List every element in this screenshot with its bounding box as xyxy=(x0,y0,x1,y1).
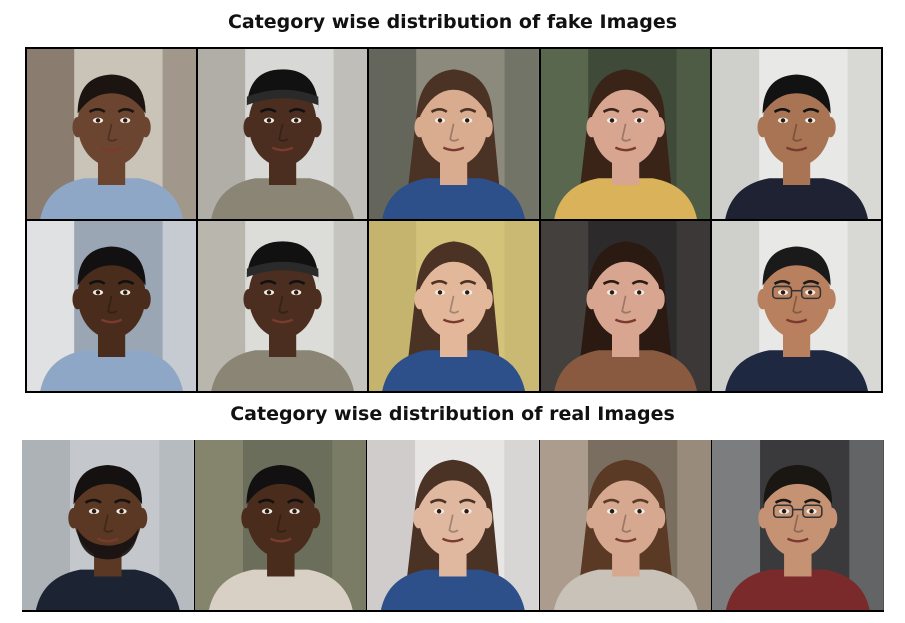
fake-face-5-portrait xyxy=(711,49,881,219)
fake-face-6-portrait xyxy=(27,221,197,391)
fake-face-7-portrait xyxy=(198,221,368,391)
real-face-3 xyxy=(367,440,539,610)
fake-face-3-portrait xyxy=(369,49,539,219)
fake-face-4-portrait xyxy=(540,49,710,219)
fake-face-8-portrait xyxy=(369,221,539,391)
real-face-4 xyxy=(539,440,712,610)
fake-images-grid xyxy=(25,47,883,393)
fake-face-6 xyxy=(27,221,197,391)
real-face-2-portrait xyxy=(194,440,367,610)
real-face-1 xyxy=(22,440,194,610)
real-face-2 xyxy=(194,440,367,610)
fake-face-8 xyxy=(369,221,539,391)
real-face-4-portrait xyxy=(539,440,712,610)
fake-face-2-portrait xyxy=(198,49,368,219)
fake-face-9 xyxy=(540,221,710,391)
fake-face-4 xyxy=(540,49,710,219)
fake-face-10-portrait xyxy=(711,221,881,391)
fake-face-7 xyxy=(198,221,368,391)
real-face-1-portrait xyxy=(22,440,194,610)
fake-face-2 xyxy=(198,49,368,219)
real-face-5 xyxy=(712,440,884,610)
fake-face-9-portrait xyxy=(540,221,710,391)
fake-face-10 xyxy=(711,221,881,391)
fake-face-3 xyxy=(369,49,539,219)
fake-face-1 xyxy=(27,49,197,219)
real-images-grid xyxy=(22,440,884,612)
real-images-heading: Category wise distribution of real Image… xyxy=(230,403,675,425)
fake-face-5 xyxy=(711,49,881,219)
fake-images-heading: Category wise distribution of fake Image… xyxy=(227,11,678,33)
real-face-5-portrait xyxy=(712,440,884,610)
real-face-3-portrait xyxy=(367,440,539,610)
fake-face-1-portrait xyxy=(27,49,197,219)
